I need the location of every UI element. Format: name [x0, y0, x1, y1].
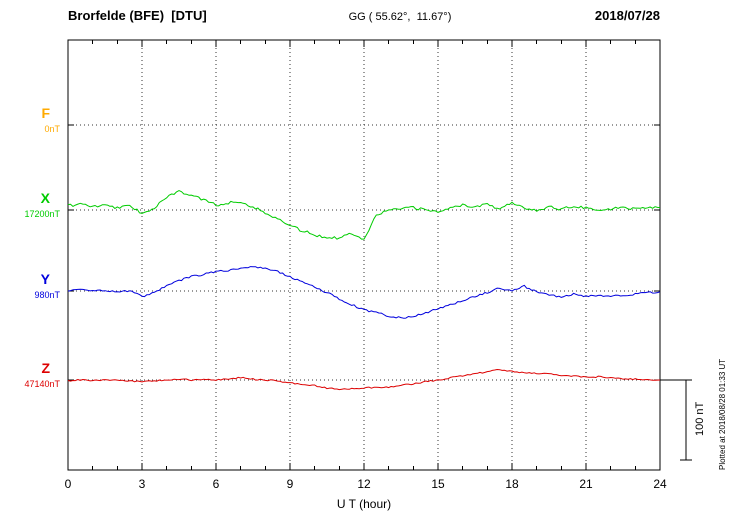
scale-bar-label: 100 nT — [694, 401, 706, 437]
plot-date: 2018/07/28 — [594, 8, 660, 23]
series-baseline-value-Z: 47140nT — [24, 379, 60, 389]
series-baseline-value-X: 17200nT — [24, 209, 60, 219]
geographic-coordinates: GG ( 55.62°, 11.67°) — [348, 11, 452, 23]
series-letter-F: F — [41, 105, 50, 121]
grid-dotted — [68, 40, 660, 470]
x-tick-label-6: 6 — [212, 477, 220, 491]
x-tick-label-0: 0 — [64, 477, 72, 491]
x-tick-label-3: 3 — [138, 477, 146, 491]
station-title: Brorfelde (BFE) [DTU] — [68, 8, 207, 23]
trace-Y — [67, 266, 661, 319]
trace-Z — [67, 369, 661, 391]
x-tick-label-9: 9 — [286, 477, 294, 491]
x-tick-label-21: 21 — [579, 477, 593, 491]
series-label-F: F 0nT — [0, 104, 62, 136]
trace-X — [67, 190, 661, 240]
x-tick-label-12: 12 — [357, 477, 371, 491]
plotted-at-note: Plotted at 2018/08/28 01:33 UT — [718, 358, 727, 470]
x-axis-label: U T (hour) — [336, 497, 392, 511]
series-label-Z: Z 47140nT — [0, 359, 62, 391]
series-label-X: X 17200nT — [0, 189, 62, 221]
x-tick-label-15: 15 — [431, 477, 445, 491]
x-axis-tick-labels: 0 3 6 9 12 15 18 21 24 — [0, 477, 730, 492]
series-letter-Y: Y — [40, 271, 50, 287]
series-label-Y: Y 980nT — [0, 270, 62, 302]
x-tick-label-24: 24 — [653, 477, 667, 491]
series-letter-X: X — [40, 190, 50, 206]
series-baseline-value-F: 0nT — [44, 124, 60, 134]
scale-bar — [660, 379, 692, 461]
series-letter-Z: Z — [41, 360, 50, 376]
x-tick-label-18: 18 — [505, 477, 519, 491]
series-baseline-value-Y: 980nT — [34, 290, 60, 300]
